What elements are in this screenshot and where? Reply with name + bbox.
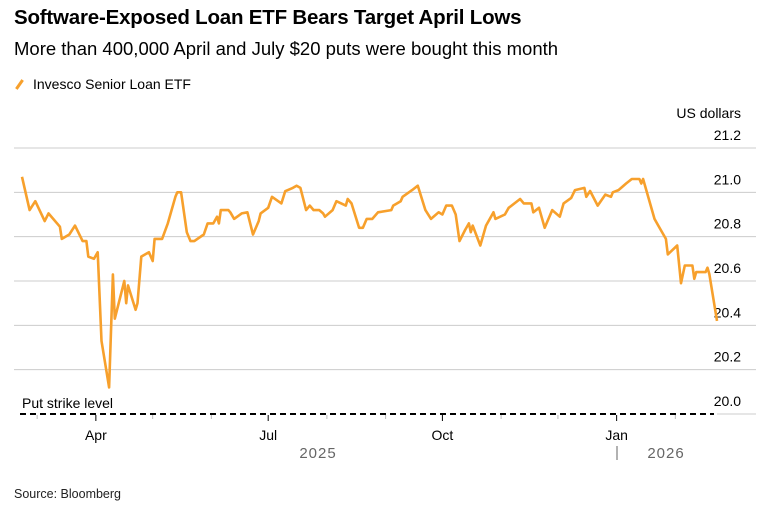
y-tick-label: 21.2: [714, 127, 741, 143]
chart-title: Software-Exposed Loan ETF Bears Target A…: [14, 6, 522, 29]
x-tick-label: Apr: [85, 427, 107, 443]
year-label-2026: 2026: [647, 445, 684, 462]
x-tick-label: Jul: [259, 427, 277, 443]
source-note: Source: Bloomberg: [14, 487, 122, 501]
y-tick-label: 20.6: [714, 260, 741, 276]
y-tick-label: 21.0: [714, 171, 741, 187]
series-line: [20, 176, 719, 389]
legend: Invesco Senior Loan ETF: [14, 76, 191, 92]
year-label-2025: 2025: [299, 445, 336, 462]
y-tick-label: 20.8: [714, 216, 741, 232]
chart-subtitle: More than 400,000 April and July $20 put…: [14, 38, 559, 59]
y-tick-label: 20.0: [714, 393, 741, 409]
x-tick-label: Oct: [432, 427, 454, 443]
y-axis-label: US dollars: [676, 105, 741, 121]
y-tick-label: 20.2: [714, 349, 741, 365]
legend-label: Invesco Senior Loan ETF: [33, 76, 191, 92]
y-tick-label: 20.4: [714, 304, 741, 320]
strike-annotation-label: Put strike level: [22, 395, 113, 411]
x-tick-label: Jan: [605, 427, 628, 443]
